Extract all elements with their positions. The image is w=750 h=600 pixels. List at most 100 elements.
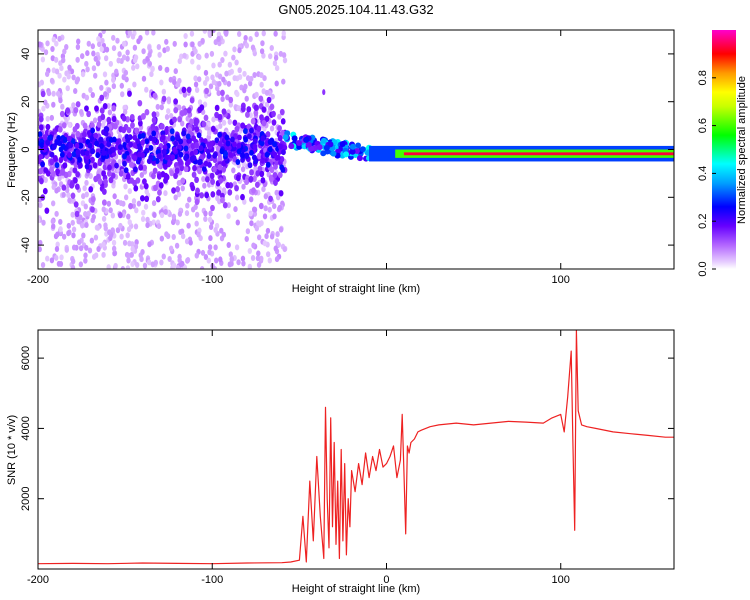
heatmap-cell bbox=[231, 54, 236, 61]
heatmap-cell bbox=[60, 168, 65, 175]
heatmap-cell bbox=[282, 57, 288, 64]
heatmap-cell bbox=[111, 115, 117, 123]
heatmap-cell bbox=[164, 173, 170, 181]
heatmap-cell bbox=[65, 85, 70, 92]
heatmap-cell bbox=[169, 169, 175, 177]
heatmap-cell bbox=[179, 53, 184, 60]
heatmap-cell bbox=[183, 32, 188, 39]
heatmap-cell bbox=[137, 155, 142, 162]
heatmap-cell bbox=[55, 90, 61, 97]
heatmap-cell bbox=[101, 30, 106, 35]
heatmap-cell bbox=[151, 111, 157, 118]
heatmap-cell bbox=[71, 226, 77, 233]
heatmap-cell bbox=[51, 36, 56, 43]
colorbar-tick-label: 0.4 bbox=[697, 166, 709, 181]
heatmap-cell bbox=[173, 140, 178, 147]
heatmap-cell bbox=[207, 216, 213, 223]
heatmap-cell bbox=[256, 152, 262, 160]
heatmap-cell bbox=[126, 126, 132, 134]
heatmap-cell bbox=[60, 103, 65, 110]
heatmap-cell bbox=[73, 106, 79, 114]
heatmap-cell bbox=[146, 158, 152, 165]
heatmap-cell bbox=[265, 161, 271, 168]
heatmap-cell bbox=[101, 206, 106, 213]
heatmap-cell bbox=[83, 210, 88, 217]
heatmap-cell bbox=[81, 131, 87, 138]
heatmap-cell bbox=[220, 89, 225, 97]
bottom-x-tick-label: 100 bbox=[552, 574, 570, 586]
heatmap-cell bbox=[190, 142, 196, 150]
heatmap-cell bbox=[183, 41, 188, 48]
heatmap-cell bbox=[101, 149, 107, 156]
heatmap-cell bbox=[120, 91, 125, 98]
heatmap-cell bbox=[159, 123, 165, 130]
heatmap-cell bbox=[162, 163, 168, 170]
bottom-y-tick-label: 4000 bbox=[20, 416, 32, 440]
heatmap-cell bbox=[54, 139, 60, 146]
heatmap-cell bbox=[271, 119, 277, 126]
heatmap-cell bbox=[254, 91, 259, 98]
heatmap-cell bbox=[111, 34, 116, 41]
heatmap-cell bbox=[241, 183, 246, 190]
heatmap-cell bbox=[168, 76, 173, 83]
heatmap-cell bbox=[71, 102, 76, 109]
heatmap-cell bbox=[57, 175, 62, 182]
heatmap-cell bbox=[274, 80, 279, 87]
heatmap-cell bbox=[125, 55, 130, 62]
heatmap-cell bbox=[236, 142, 242, 149]
heatmap-cell bbox=[231, 167, 236, 174]
heatmap-cell bbox=[259, 81, 264, 88]
heatmap-cell bbox=[38, 168, 43, 175]
heatmap-cell bbox=[268, 195, 273, 202]
heatmap-cell bbox=[155, 195, 161, 203]
heatmap-cell bbox=[81, 193, 86, 200]
heatmap-cell bbox=[147, 129, 152, 137]
heatmap-cell bbox=[249, 196, 254, 203]
heatmap-cell bbox=[85, 66, 90, 73]
heatmap-cell bbox=[271, 110, 276, 118]
heatmap-cell bbox=[53, 56, 59, 63]
heatmap-cell bbox=[260, 40, 265, 47]
heatmap-cell bbox=[190, 184, 196, 192]
heatmap-cell bbox=[203, 210, 208, 217]
bottom-x-ticks: -200 -100 0 100 bbox=[27, 330, 570, 586]
heatmap-cell bbox=[159, 104, 164, 111]
colorbar-tick-label: 0.0 bbox=[697, 261, 709, 276]
heatmap-cell bbox=[72, 126, 78, 133]
heatmap-cell bbox=[132, 155, 138, 162]
heatmap-cell bbox=[128, 141, 134, 148]
heatmap-cell bbox=[185, 257, 191, 264]
top-y-tick-label: 0 bbox=[20, 146, 32, 152]
heatmap-cell bbox=[57, 35, 62, 42]
heatmap-cell bbox=[123, 167, 129, 174]
heatmap-cell bbox=[194, 198, 200, 206]
heatmap-cell bbox=[145, 216, 150, 223]
heatmap-cell bbox=[62, 48, 67, 55]
heatmap-cell bbox=[233, 206, 238, 213]
heatmap-cell bbox=[288, 143, 295, 150]
heatmap-cell bbox=[182, 138, 188, 146]
heatmap-cell bbox=[51, 223, 56, 230]
heatmap-cell bbox=[320, 137, 327, 144]
heatmap-cell bbox=[322, 89, 326, 96]
heatmap-cell bbox=[204, 87, 210, 95]
heatmap-cell bbox=[177, 115, 183, 123]
heatmap-cell bbox=[96, 121, 102, 128]
heatmap-cell bbox=[194, 86, 200, 93]
heatmap-cell bbox=[43, 99, 48, 106]
heatmap-cell bbox=[108, 207, 113, 214]
heatmap-cell bbox=[125, 137, 131, 144]
heatmap-cell bbox=[209, 172, 215, 180]
heatmap-cell bbox=[42, 134, 48, 141]
heatmap-cell bbox=[273, 54, 279, 61]
heatmap-cell bbox=[229, 260, 234, 267]
heatmap-cell bbox=[94, 140, 100, 147]
heatmap-cell bbox=[281, 30, 286, 37]
heatmap-cell bbox=[244, 178, 249, 186]
heatmap-cell bbox=[106, 102, 111, 109]
heatmap-cell bbox=[226, 80, 232, 87]
heatmap-cell bbox=[178, 158, 183, 166]
heatmap-cell bbox=[263, 193, 269, 200]
heatmap-cell bbox=[349, 143, 356, 150]
heatmap-cell bbox=[102, 102, 108, 110]
